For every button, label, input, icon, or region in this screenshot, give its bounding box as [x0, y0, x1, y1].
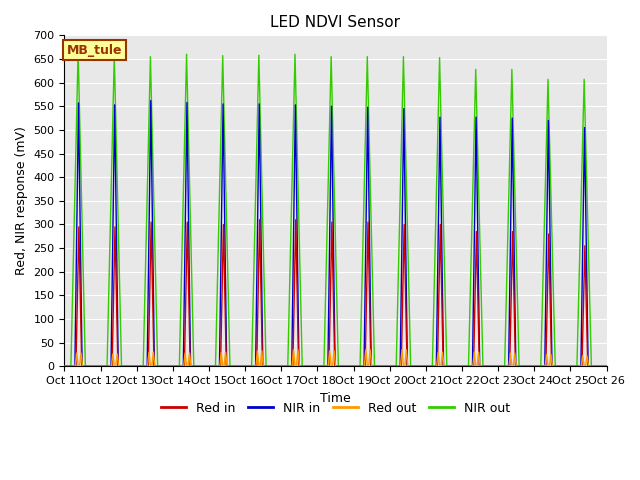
- Red in: [542, 363, 550, 369]
- Red out: [436, 363, 444, 369]
- NIR in: [541, 363, 548, 369]
- NIR out: [356, 363, 364, 369]
- Red in: [362, 363, 369, 369]
- NIR out: [61, 363, 68, 369]
- Line: Red in: Red in: [65, 220, 607, 366]
- Red out: [404, 363, 412, 369]
- Red out: [368, 363, 376, 369]
- NIR in: [61, 363, 68, 369]
- Red in: [169, 363, 177, 369]
- NIR in: [187, 363, 195, 369]
- NIR in: [603, 363, 611, 369]
- Red out: [386, 363, 394, 369]
- Red in: [603, 363, 611, 369]
- NIR out: [175, 363, 183, 369]
- Red in: [253, 363, 260, 369]
- Line: NIR in: NIR in: [65, 101, 607, 366]
- NIR in: [360, 363, 368, 369]
- Red out: [290, 347, 298, 353]
- NIR out: [190, 363, 198, 369]
- NIR out: [255, 52, 262, 58]
- Red in: [397, 363, 405, 369]
- Red out: [61, 363, 68, 369]
- Red in: [61, 363, 68, 369]
- Legend: Red in, NIR in, Red out, NIR out: Red in, NIR in, Red out, NIR out: [156, 396, 515, 420]
- NIR in: [396, 363, 404, 369]
- Red out: [541, 363, 549, 369]
- Red out: [603, 363, 611, 369]
- NIR out: [392, 363, 400, 369]
- Red in: [184, 219, 191, 225]
- X-axis label: Time: Time: [320, 392, 351, 405]
- Title: LED NDVI Sensor: LED NDVI Sensor: [271, 15, 401, 30]
- NIR in: [255, 101, 263, 107]
- NIR out: [74, 48, 82, 53]
- Red in: [256, 217, 264, 223]
- Red out: [74, 363, 82, 369]
- Line: Red out: Red out: [65, 350, 607, 366]
- NIR out: [537, 363, 545, 369]
- NIR in: [179, 363, 187, 369]
- NIR in: [147, 98, 155, 104]
- Line: NIR out: NIR out: [65, 50, 607, 366]
- Text: MB_tule: MB_tule: [67, 44, 123, 57]
- NIR out: [603, 363, 611, 369]
- Y-axis label: Red, NIR response (mV): Red, NIR response (mV): [15, 126, 28, 275]
